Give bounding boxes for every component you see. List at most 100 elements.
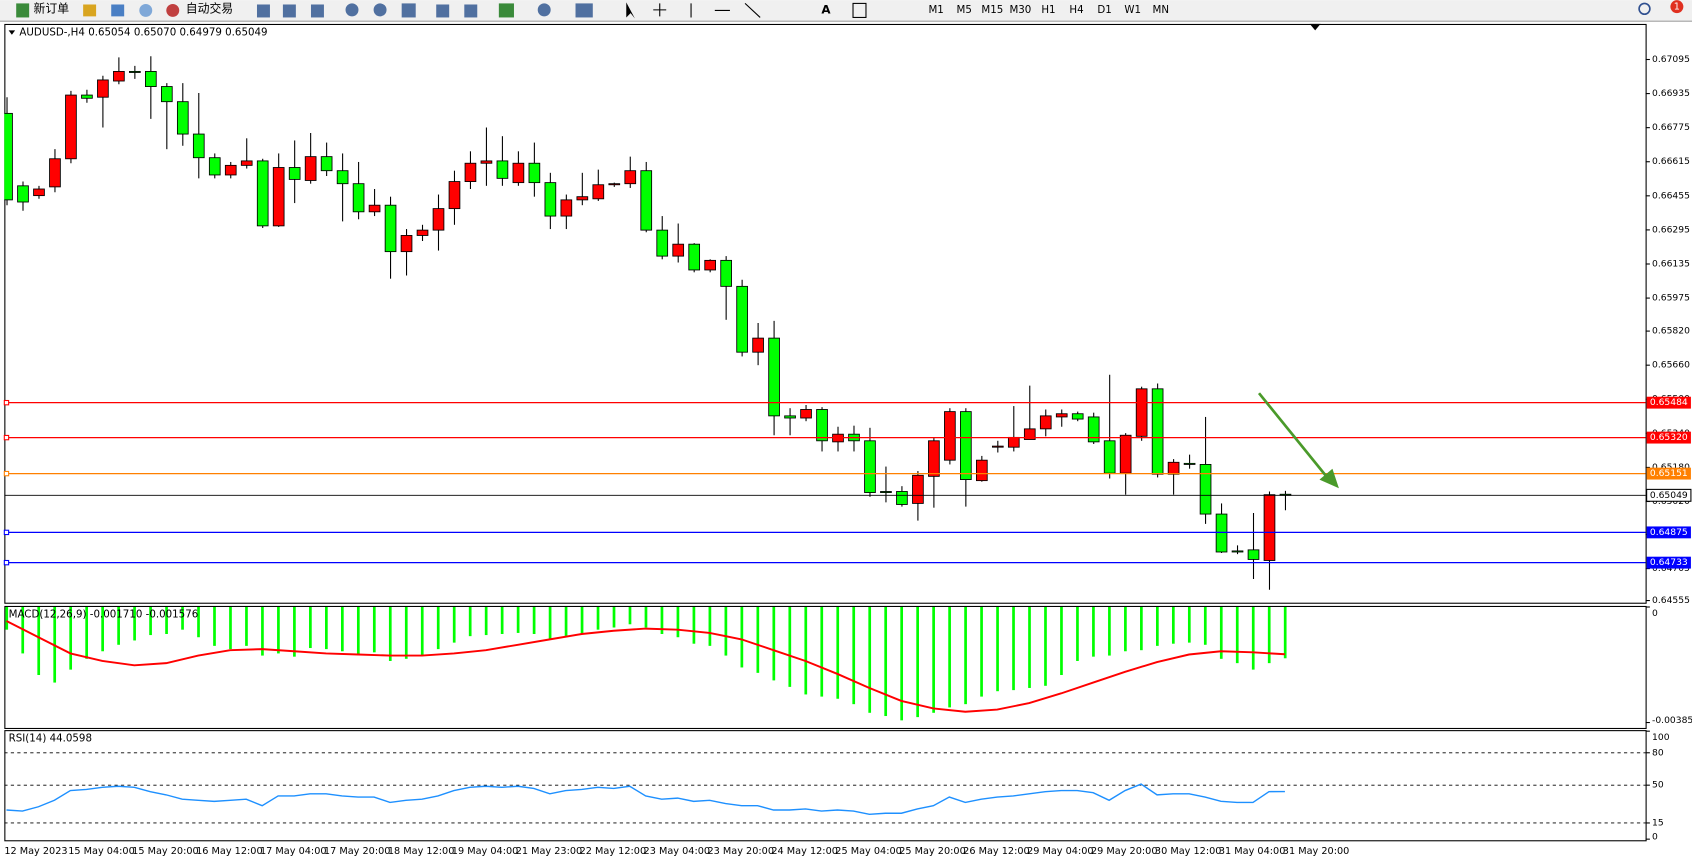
macd-bar: [884, 607, 888, 717]
x-tick-label: 29 May 04:00: [1027, 846, 1094, 857]
candle-body: [816, 409, 828, 442]
macd-bar: [1251, 607, 1255, 670]
candle-body: [480, 160, 493, 164]
timeframe-button[interactable]: H1: [1041, 4, 1055, 16]
candle-body: [1039, 415, 1052, 430]
y-tick-label: 100: [1652, 732, 1670, 743]
candle-body: [49, 158, 61, 188]
notification-badge[interactable]: [1670, 0, 1684, 14]
x-tick-label: 26 May 12:00: [963, 846, 1030, 857]
tool-icon[interactable]: [111, 4, 125, 17]
candle-body: [352, 183, 365, 213]
new-order-button[interactable]: 新订单: [33, 1, 69, 15]
symbol-header: AUDUSD-,H4 0.65054 0.65070 0.64979 0.650…: [19, 27, 267, 39]
timeframe-button[interactable]: MN: [1152, 4, 1169, 16]
candle-body: [97, 79, 109, 98]
arrow-shaft: [1257, 392, 1330, 480]
candle-body: [432, 208, 445, 231]
crosshair-tool[interactable]: [653, 3, 667, 17]
ohlc-low: 0.64979: [180, 27, 222, 39]
tool-icon[interactable]: [139, 3, 153, 17]
signal-value: -0.001576: [146, 609, 199, 621]
x-tick-label: 17 May 04:00: [260, 846, 327, 857]
timeframe-button[interactable]: M15: [981, 4, 1003, 16]
candle-body: [1103, 440, 1116, 474]
macd-bar: [804, 607, 808, 695]
level-handle: [3, 529, 10, 536]
text-tool[interactable]: A: [821, 2, 831, 16]
macd-bar: [1044, 607, 1047, 686]
timeframe-button[interactable]: W1: [1124, 4, 1141, 16]
x-tick-label: 29 May 20:00: [1091, 846, 1158, 857]
timeframe-button[interactable]: D1: [1097, 4, 1111, 16]
cursor-tool[interactable]: [626, 2, 635, 19]
timeframe-button[interactable]: M5: [957, 4, 972, 16]
candle-body: [688, 243, 701, 271]
candle-body: [528, 162, 541, 184]
candle-body: [1183, 462, 1196, 465]
x-tick-label: 22 May 12:00: [580, 846, 647, 857]
line-tools[interactable]: [690, 3, 761, 18]
macd-bar: [85, 607, 89, 659]
candle-body: [160, 86, 173, 103]
macd-bar: [356, 607, 360, 655]
y-tick-label: 0: [1652, 608, 1658, 619]
axes: 0.67095 0.66935 0.66775 0.66615 0.66455 0.662…: [3, 54, 1692, 857]
macd-bar: [261, 607, 264, 656]
tool-icon[interactable]: [498, 3, 514, 18]
level-tag: [1646, 467, 1691, 480]
candle-body: [1119, 434, 1132, 474]
x-tick-label: 25 May 04:00: [835, 846, 902, 857]
y-tick-label: 0.65820: [1652, 326, 1690, 337]
rsi-plot: [4, 752, 1646, 824]
text-label-tool[interactable]: [852, 2, 867, 18]
new-order-icon[interactable]: [16, 3, 30, 18]
tool-icon[interactable]: [575, 3, 593, 18]
timeframe-button[interactable]: M1: [928, 4, 943, 16]
y-tick-label: 0.64705: [1652, 563, 1690, 574]
tool-icon[interactable]: [401, 3, 416, 18]
macd-bar: [1267, 607, 1271, 664]
tool-icon[interactable]: [436, 4, 450, 18]
macd-bar: [1060, 607, 1063, 676]
tool-icon[interactable]: [282, 4, 296, 18]
level-tag: [1646, 556, 1691, 569]
macd-bar: [229, 607, 232, 650]
search-icon[interactable]: [1638, 2, 1651, 16]
macd-bar: [340, 607, 344, 652]
macd-bar: [644, 607, 648, 628]
zoom-out[interactable]: [373, 3, 387, 17]
autotrade-button[interactable]: 自动交易: [186, 1, 233, 15]
level-handle: [3, 399, 10, 406]
macd-bar: [165, 607, 168, 634]
tool-icon[interactable]: [83, 4, 97, 17]
candle-body: [448, 181, 461, 210]
macd-bar: [500, 607, 504, 634]
notification-count: 1: [1674, 2, 1680, 13]
candle-body: [864, 440, 876, 493]
macd-bar: [964, 607, 967, 705]
candle-body: [320, 156, 333, 172]
macd-bar: [69, 607, 73, 670]
timeframe-button[interactable]: M30: [1009, 4, 1031, 16]
autotrade-icon[interactable]: [166, 3, 180, 17]
zoom-in[interactable]: [345, 3, 359, 17]
rsi-panel: [4, 730, 1647, 842]
macd-bar: [980, 607, 983, 697]
macd-bar: [1108, 607, 1111, 656]
macd-bar: [820, 607, 824, 697]
timeframe-button[interactable]: H4: [1069, 4, 1083, 16]
x-tick-label: 25 May 20:00: [899, 846, 966, 857]
macd-bar: [484, 607, 488, 636]
x-tick-label: 23 May 04:00: [644, 846, 711, 857]
tool-icon[interactable]: [310, 4, 324, 18]
tool-icon[interactable]: [256, 4, 270, 18]
candle-body: [608, 183, 621, 186]
ohlc-close: 0.65049: [225, 27, 267, 39]
candle-body: [400, 235, 413, 253]
candle-body: [208, 157, 221, 176]
candle-body: [672, 243, 685, 257]
tool-icon[interactable]: [537, 3, 551, 17]
tool-icon[interactable]: [464, 4, 478, 18]
